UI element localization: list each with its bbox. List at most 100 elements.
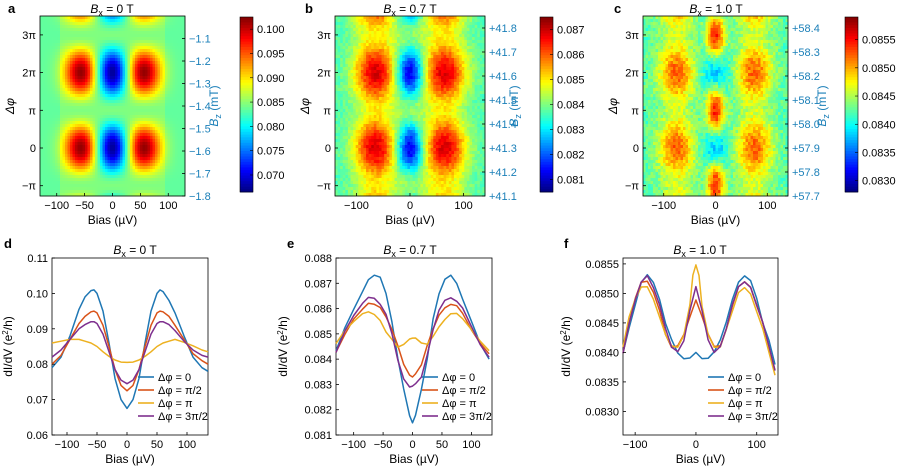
heatmap-cell — [130, 115, 133, 119]
heatmap-cell — [90, 160, 93, 164]
heatmap-cell — [132, 61, 136, 65]
heatmap-cell — [112, 64, 116, 68]
heatmap-cell — [150, 64, 153, 68]
heatmap-cell — [115, 94, 118, 98]
heatmap-cell — [65, 97, 68, 101]
heatmap-cell — [42, 127, 46, 131]
heatmap-cell — [102, 115, 106, 119]
heatmap-cell — [145, 22, 148, 26]
heatmap-cell — [60, 58, 63, 62]
heatmap-cell — [77, 73, 81, 77]
heatmap-cell — [378, 22, 382, 26]
heatmap-cell — [87, 187, 91, 191]
heatmap-cell — [122, 100, 126, 104]
heatmap-cell — [70, 37, 73, 41]
heatmap-cell — [337, 55, 341, 59]
heatmap-cell — [55, 181, 58, 185]
heatmap-cell — [433, 52, 437, 56]
heatmap-cell — [60, 181, 63, 185]
heatmap-cell — [464, 76, 468, 80]
heatmap-cell — [170, 124, 173, 128]
heatmap-cell — [464, 19, 468, 23]
heatmap-cell — [115, 133, 118, 137]
heatmap-cell — [105, 49, 108, 53]
heatmap-cell — [117, 103, 121, 107]
heatmap-cell — [77, 100, 81, 104]
heatmap-cell — [353, 34, 357, 38]
heatmap-cell — [55, 49, 58, 53]
heatmap-cell — [167, 163, 171, 167]
heatmap-cell — [422, 34, 426, 38]
heatmap-cell — [160, 76, 163, 80]
heatmap-cell — [412, 19, 416, 23]
heatmap-cell — [100, 139, 103, 143]
heatmap-cell — [65, 49, 68, 53]
heatmap-cell — [404, 64, 408, 68]
heatmap-cell — [469, 22, 473, 26]
heatmap-cell — [376, 22, 380, 26]
heatmap-cell — [62, 154, 66, 158]
heatmap-cell — [147, 97, 151, 101]
heatmap-cell — [70, 28, 73, 32]
heatmap-cell — [142, 181, 146, 185]
heatmap-cell — [340, 22, 344, 26]
heatmap-cell — [52, 154, 56, 158]
heatmap-cell — [115, 67, 118, 71]
heatmap-cell — [145, 121, 148, 125]
heatmap-cell — [402, 43, 406, 47]
heatmap-cell — [477, 76, 481, 80]
heatmap-cell — [180, 25, 183, 29]
heatmap-cell — [115, 181, 118, 185]
heatmap-cell — [182, 94, 186, 98]
heatmap-cell — [182, 187, 186, 191]
heatmap-cell — [182, 106, 186, 110]
heatmap-cell — [65, 154, 68, 158]
heatmap-cell — [155, 160, 158, 164]
heatmap-cell — [165, 31, 168, 35]
heatmap-cell — [57, 160, 61, 164]
heatmap-cell — [177, 187, 181, 191]
heatmap-cell — [47, 49, 51, 53]
heatmap-cell — [65, 31, 68, 35]
heatmap-cell — [75, 187, 78, 191]
heatmap-cell — [376, 40, 380, 44]
heatmap-cell — [77, 61, 81, 65]
heatmap-cell — [90, 175, 93, 179]
heatmap-cell — [394, 46, 398, 50]
heatmap-cell — [175, 19, 178, 23]
heatmap-cell — [102, 28, 106, 32]
heatmap-cell — [135, 64, 138, 68]
heatmap-cell — [87, 25, 91, 29]
heatmap-cell — [172, 148, 176, 152]
heatmap-cell — [150, 43, 153, 47]
heatmap-cell — [107, 166, 111, 170]
heatmap-cell — [82, 31, 86, 35]
heatmap-cell — [107, 127, 111, 131]
heatmap-cell — [107, 136, 111, 140]
heatmap-cell — [135, 79, 138, 83]
heatmap-cell — [87, 166, 91, 170]
heatmap-cell — [459, 37, 463, 41]
panel-letter: b — [305, 1, 313, 16]
heatmap-cell — [40, 181, 43, 185]
heatmap-cell — [342, 79, 346, 83]
heatmap-cell — [399, 85, 403, 89]
heatmap-cell — [170, 127, 173, 131]
heatmap-cell — [75, 166, 78, 170]
heatmap-cell — [42, 76, 46, 80]
heatmap-cell — [435, 58, 439, 62]
heatmap-cell — [112, 58, 116, 62]
heatmap-cell — [65, 28, 68, 32]
heatmap-cell — [167, 43, 171, 47]
heatmap-cell — [472, 58, 476, 62]
heatmap-cell — [125, 82, 128, 86]
heatmap-cell — [451, 25, 455, 29]
heatmap-cell — [62, 136, 66, 140]
heatmap-cell — [75, 139, 78, 143]
heatmap-cell — [97, 151, 101, 155]
heatmap-cell — [52, 64, 56, 68]
heatmap-cell — [363, 67, 367, 71]
heatmap-cell — [147, 151, 151, 155]
heatmap-cell — [70, 73, 73, 77]
heatmap-cell — [77, 127, 81, 131]
